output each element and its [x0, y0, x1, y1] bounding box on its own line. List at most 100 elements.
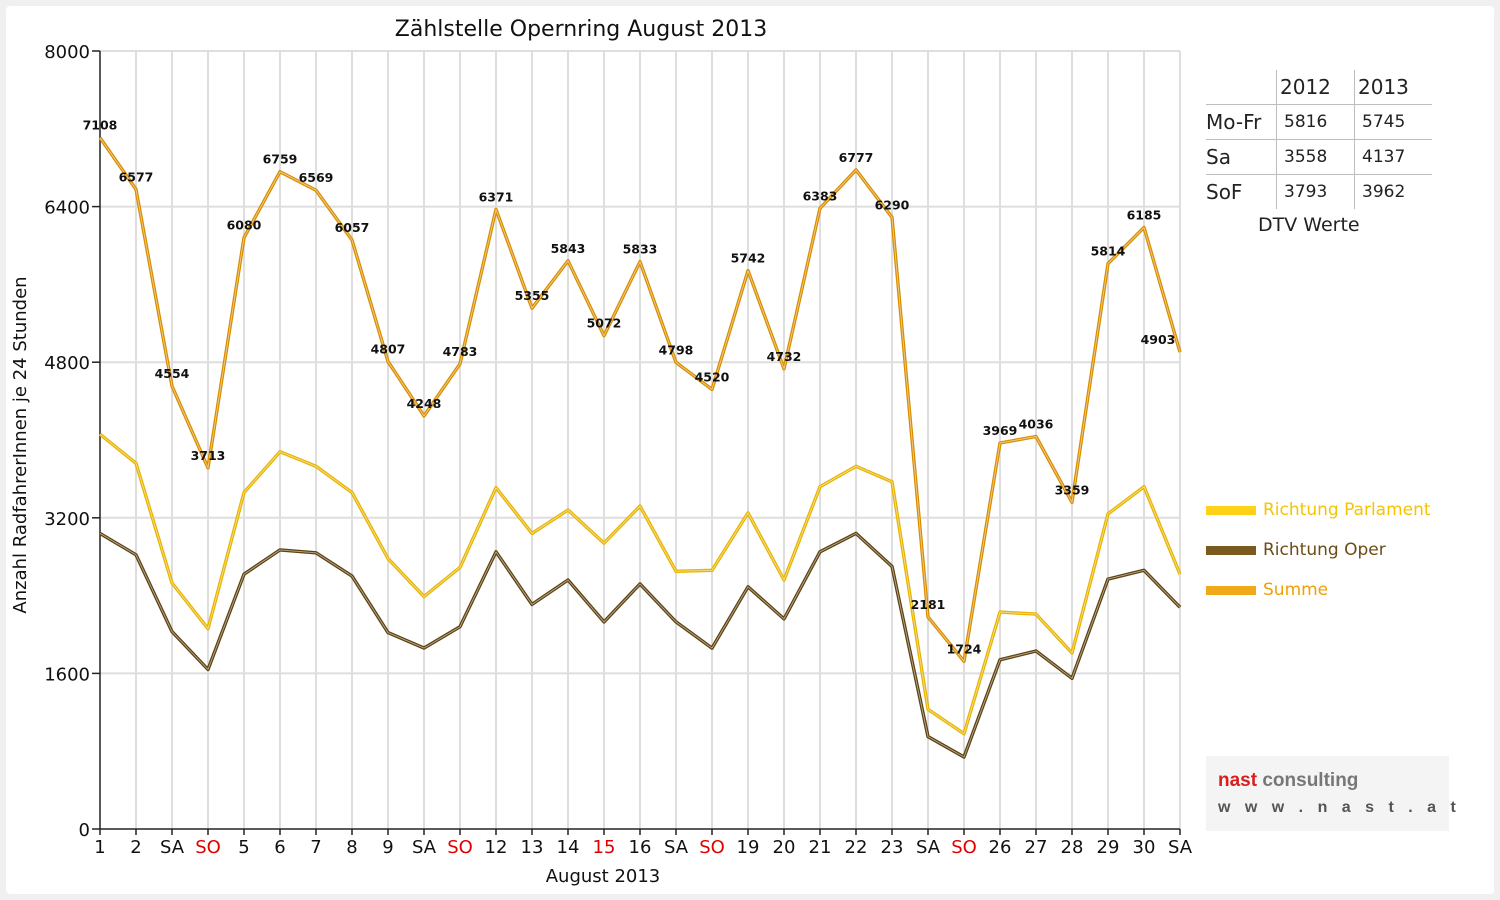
y-axis-label: Anzahl RadfahrerInnen je 24 Stunden [10, 276, 31, 613]
data-label: 5833 [623, 242, 658, 257]
x-tick-label: 27 [1025, 837, 1048, 858]
dtv-row-label: SoF [1206, 174, 1277, 209]
data-label: 6057 [335, 220, 370, 235]
data-label: 5072 [587, 316, 622, 331]
x-tick-label: 8 [346, 837, 357, 858]
dtv-cell: 5745 [1354, 104, 1432, 140]
x-tick-label: 21 [809, 837, 832, 858]
x-tick-label: 9 [382, 837, 393, 858]
data-label: 6777 [839, 150, 874, 165]
data-label: 6080 [227, 218, 262, 233]
data-label: 5814 [1091, 244, 1126, 259]
data-label: 6759 [263, 152, 298, 167]
dtv-caption: DTV Werte [1258, 214, 1360, 236]
dtv-col-2013: 2013 [1354, 70, 1432, 105]
data-label: 6290 [875, 197, 910, 212]
data-label: 6383 [803, 188, 838, 203]
x-tick-label: SA [916, 837, 941, 858]
data-label: 4248 [407, 396, 442, 411]
x-tick-label: 29 [1097, 837, 1120, 858]
data-label: 3359 [1055, 482, 1090, 497]
x-tick-label: 13 [521, 837, 544, 858]
data-label: 2181 [911, 597, 946, 612]
y-tick-label: 1600 [44, 664, 90, 685]
x-tick-label: 30 [1133, 837, 1156, 858]
data-label: 5355 [515, 288, 550, 303]
x-tick-label: 22 [845, 837, 868, 858]
logo-url: w w w . n a s t . a t [1218, 799, 1461, 816]
data-label: 4783 [443, 344, 478, 359]
data-label: 3713 [191, 448, 226, 463]
x-tick-label: SA [160, 837, 185, 858]
data-label: 4807 [371, 342, 406, 357]
legend-swatch [1206, 586, 1256, 595]
x-tick-label: 20 [773, 837, 796, 858]
data-label: 6577 [119, 169, 154, 184]
legend-swatch [1206, 506, 1256, 515]
x-tick-label: 1 [94, 837, 105, 858]
dtv-cell: 3558 [1276, 139, 1355, 175]
x-tick-label: 6 [274, 837, 285, 858]
dtv-cell: 5816 [1276, 104, 1355, 140]
dtv-cell: 3793 [1276, 174, 1355, 209]
series-line-2 [99, 532, 1181, 758]
legend-swatch [1206, 546, 1256, 555]
dtv-row-label: Mo-Fr [1206, 104, 1277, 140]
data-label: 4520 [695, 369, 730, 384]
x-tick-label: 26 [989, 837, 1012, 858]
data-label: 6185 [1127, 208, 1162, 223]
x-tick-label: 5 [238, 837, 249, 858]
x-tick-label: 28 [1061, 837, 1084, 858]
x-tick-label: 23 [881, 837, 904, 858]
x-tick-label: SO [699, 837, 725, 858]
logo-word-consulting: consulting [1262, 770, 1359, 791]
x-tick-label: 16 [629, 837, 652, 858]
data-label: 4036 [1019, 416, 1054, 431]
data-label: 6569 [299, 170, 334, 185]
x-tick-label: 14 [557, 837, 580, 858]
series-line-3 [99, 137, 1181, 662]
x-tick-label: SA [664, 837, 689, 858]
legend-label: Richtung Parlament [1263, 500, 1431, 520]
y-tick-label: 0 [79, 820, 90, 841]
x-tick-label: 19 [737, 837, 760, 858]
data-label: 4903 [1141, 332, 1176, 347]
data-label: 6371 [479, 189, 514, 204]
dtv-cell: 4137 [1354, 139, 1432, 175]
data-label: 3969 [983, 423, 1018, 438]
series-layer [98, 136, 1182, 759]
dtv-row-label: Sa [1206, 139, 1277, 175]
x-tick-label: SO [951, 837, 977, 858]
x-tick-label: SA [412, 837, 437, 858]
nast-consulting-logo: nast consulting w w w . n a s t . a t [1206, 756, 1456, 831]
data-label: 7108 [83, 118, 118, 133]
x-tick-label: SO [447, 837, 473, 858]
x-tick-label: SO [195, 837, 221, 858]
data-label: 4798 [659, 342, 694, 357]
data-label: 4554 [155, 366, 190, 381]
x-tick-label: SA [1168, 837, 1193, 858]
data-label: 1724 [947, 641, 982, 656]
data-label: 5742 [731, 251, 766, 266]
data-label: 4732 [767, 349, 802, 364]
dtv-col-2012: 2012 [1276, 70, 1355, 105]
data-label: 5843 [551, 241, 586, 256]
legend-label: Summe [1263, 580, 1329, 600]
chart-frame: 0 1600 3200 4800 6400 8000 1 2 SA SO 5 6 7 8 9 SA SO 12 13… [6, 6, 1494, 894]
series-line-1 [99, 433, 1181, 735]
x-tick-label: 15 [593, 837, 616, 858]
x-tick-label: 12 [485, 837, 508, 858]
x-tick-label: 2 [130, 837, 141, 858]
logo-wordmark: nast consulting [1218, 770, 1358, 792]
y-tick-label: 8000 [44, 42, 90, 63]
dtv-cell: 3962 [1354, 174, 1432, 209]
dtv-table: 2012 2013 Mo-Fr 5816 5745 Sa 3558 4137 S… [1206, 70, 1432, 209]
logo-word-nast: nast [1218, 770, 1258, 791]
x-axis-label: August 2013 [546, 866, 661, 887]
y-tick-label: 4800 [44, 353, 90, 374]
x-tick-label: 7 [310, 837, 321, 858]
y-tick-label: 3200 [44, 509, 90, 530]
